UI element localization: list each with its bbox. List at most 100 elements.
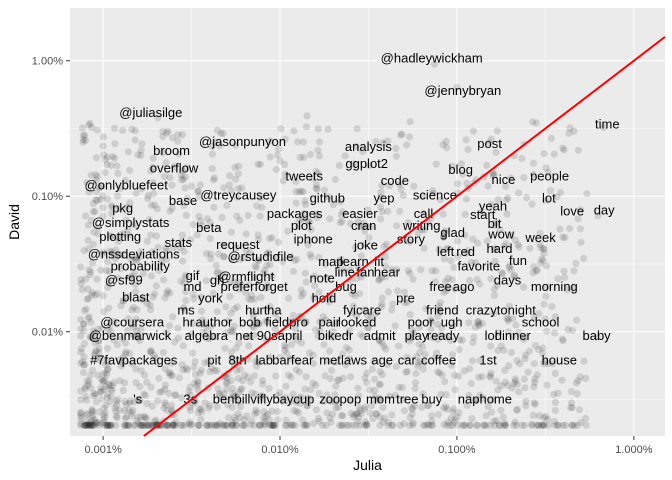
scatter-point	[77, 421, 85, 429]
scatter-point	[133, 306, 141, 314]
scatter-point	[286, 421, 294, 429]
scatter-point	[554, 389, 562, 397]
scatter-point	[513, 357, 521, 365]
scatter-point	[338, 350, 347, 358]
scatter-point	[335, 421, 344, 429]
scatter-point	[130, 303, 138, 311]
scatter-point	[576, 225, 585, 233]
scatter-point	[246, 421, 255, 429]
scatter-point	[314, 146, 322, 154]
scatter-point	[442, 227, 450, 235]
scatter-point	[82, 305, 90, 313]
scatter-point	[350, 413, 358, 421]
scatter-point	[186, 403, 194, 411]
scatter-point	[125, 273, 133, 282]
scatter-point	[422, 305, 430, 313]
scatter-point	[102, 401, 110, 409]
word-label: hr	[183, 315, 195, 330]
scatter-point	[208, 364, 216, 372]
scatter-point	[227, 348, 235, 356]
scatter-point	[277, 125, 285, 133]
y-tick-label: 0.10%	[32, 191, 63, 203]
word-label: tree	[396, 392, 418, 407]
scatter-point	[291, 421, 299, 429]
scatter-point	[305, 218, 313, 226]
scatter-point	[112, 407, 120, 415]
scatter-point	[81, 360, 89, 369]
scatter-point	[94, 419, 102, 427]
scatter-point	[88, 334, 97, 342]
scatter-point	[266, 416, 274, 424]
scatter-point	[146, 301, 154, 309]
word-label: post	[477, 136, 502, 151]
scatter-point	[425, 219, 433, 227]
scatter-point	[230, 322, 238, 330]
scatter-point	[234, 398, 242, 406]
scatter-point	[236, 414, 244, 422]
scatter-point	[462, 195, 470, 203]
scatter-point	[406, 337, 414, 345]
scatter-point	[116, 356, 124, 364]
scatter-point	[99, 292, 107, 300]
scatter-point	[268, 421, 276, 429]
scatter-point	[419, 210, 427, 218]
scatter-point	[458, 421, 467, 429]
scatter-point	[352, 142, 360, 150]
scatter-point	[182, 287, 190, 296]
scatter-point	[565, 129, 573, 137]
scatter-point	[313, 210, 321, 218]
scatter-point	[507, 349, 515, 357]
scatter-point	[260, 408, 268, 416]
scatter-point	[490, 170, 498, 178]
scatter-point	[439, 233, 448, 241]
scatter-point	[354, 218, 362, 226]
scatter-point	[131, 136, 139, 144]
scatter-point	[280, 346, 289, 354]
scatter-point	[419, 421, 427, 429]
scatter-point	[183, 194, 191, 202]
scatter-point	[388, 411, 396, 419]
scatter-point	[551, 329, 559, 337]
scatter-point	[95, 223, 103, 232]
scatter-point	[540, 414, 548, 422]
scatter-point	[278, 397, 286, 405]
word-label: @jasonpunyon	[199, 134, 286, 149]
scatter-point	[419, 390, 427, 398]
scatter-point	[329, 328, 337, 336]
scatter-point	[334, 377, 342, 385]
scatter-point	[198, 221, 206, 229]
scatter-point	[137, 146, 145, 154]
scatter-point	[132, 189, 140, 197]
word-label: mom	[366, 392, 395, 407]
scatter-point	[348, 290, 356, 298]
scatter-point	[473, 421, 481, 429]
scatter-point	[438, 371, 446, 379]
scatter-point	[253, 362, 261, 370]
scatter-point	[520, 174, 528, 182]
scatter-point	[119, 297, 127, 305]
scatter-point	[134, 331, 142, 339]
word-label: github	[310, 191, 345, 206]
scatter-point	[271, 309, 279, 317]
scatter-point	[97, 182, 105, 190]
scatter-point	[392, 144, 400, 152]
scatter-point	[135, 419, 143, 427]
scatter-point	[83, 417, 91, 425]
scatter-point	[440, 255, 448, 263]
scatter-point	[451, 371, 459, 379]
scatter-point	[228, 421, 236, 429]
scatter-point	[177, 277, 185, 285]
word-label: prefer	[221, 279, 256, 294]
scatter-point	[497, 406, 505, 414]
scatter-point	[91, 339, 99, 347]
scatter-point	[240, 371, 248, 379]
scatter-point	[131, 269, 139, 277]
scatter-point	[153, 205, 161, 213]
word-label: age	[371, 353, 393, 368]
scatter-point	[100, 418, 108, 426]
scatter-point	[263, 336, 271, 344]
word-label: @hadleywickham	[381, 50, 483, 65]
word-label: play	[405, 328, 429, 343]
scatter-point	[118, 251, 126, 259]
scatter-point	[342, 421, 350, 429]
